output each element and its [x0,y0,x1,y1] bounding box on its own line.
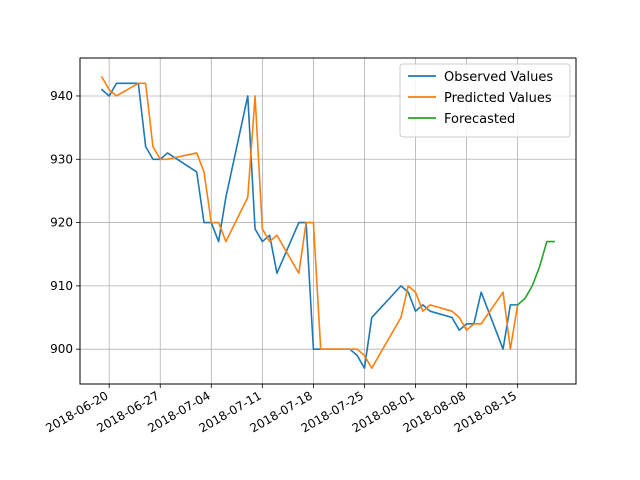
legend-label-observed-values: Observed Values [444,70,553,85]
legend: Observed Values Predicted Values Forecaste… [399,63,571,138]
y-tick-label: 920 [50,216,73,230]
legend-label-forecasted: Forecasted [444,112,515,127]
y-tick-label: 900 [50,342,73,356]
legend-box [399,63,571,138]
series-line-forecasted [516,240,555,306]
series-line-predicted-values [100,75,519,369]
series-line-observed-values [100,82,519,369]
y-tick-label: 930 [50,152,73,166]
y-tick-label: 910 [50,279,73,293]
series-layer [100,75,555,369]
plot-frame [79,57,577,385]
y-tick-label: 940 [50,89,73,103]
legend-label-predicted-values: Predicted Values [444,91,552,106]
